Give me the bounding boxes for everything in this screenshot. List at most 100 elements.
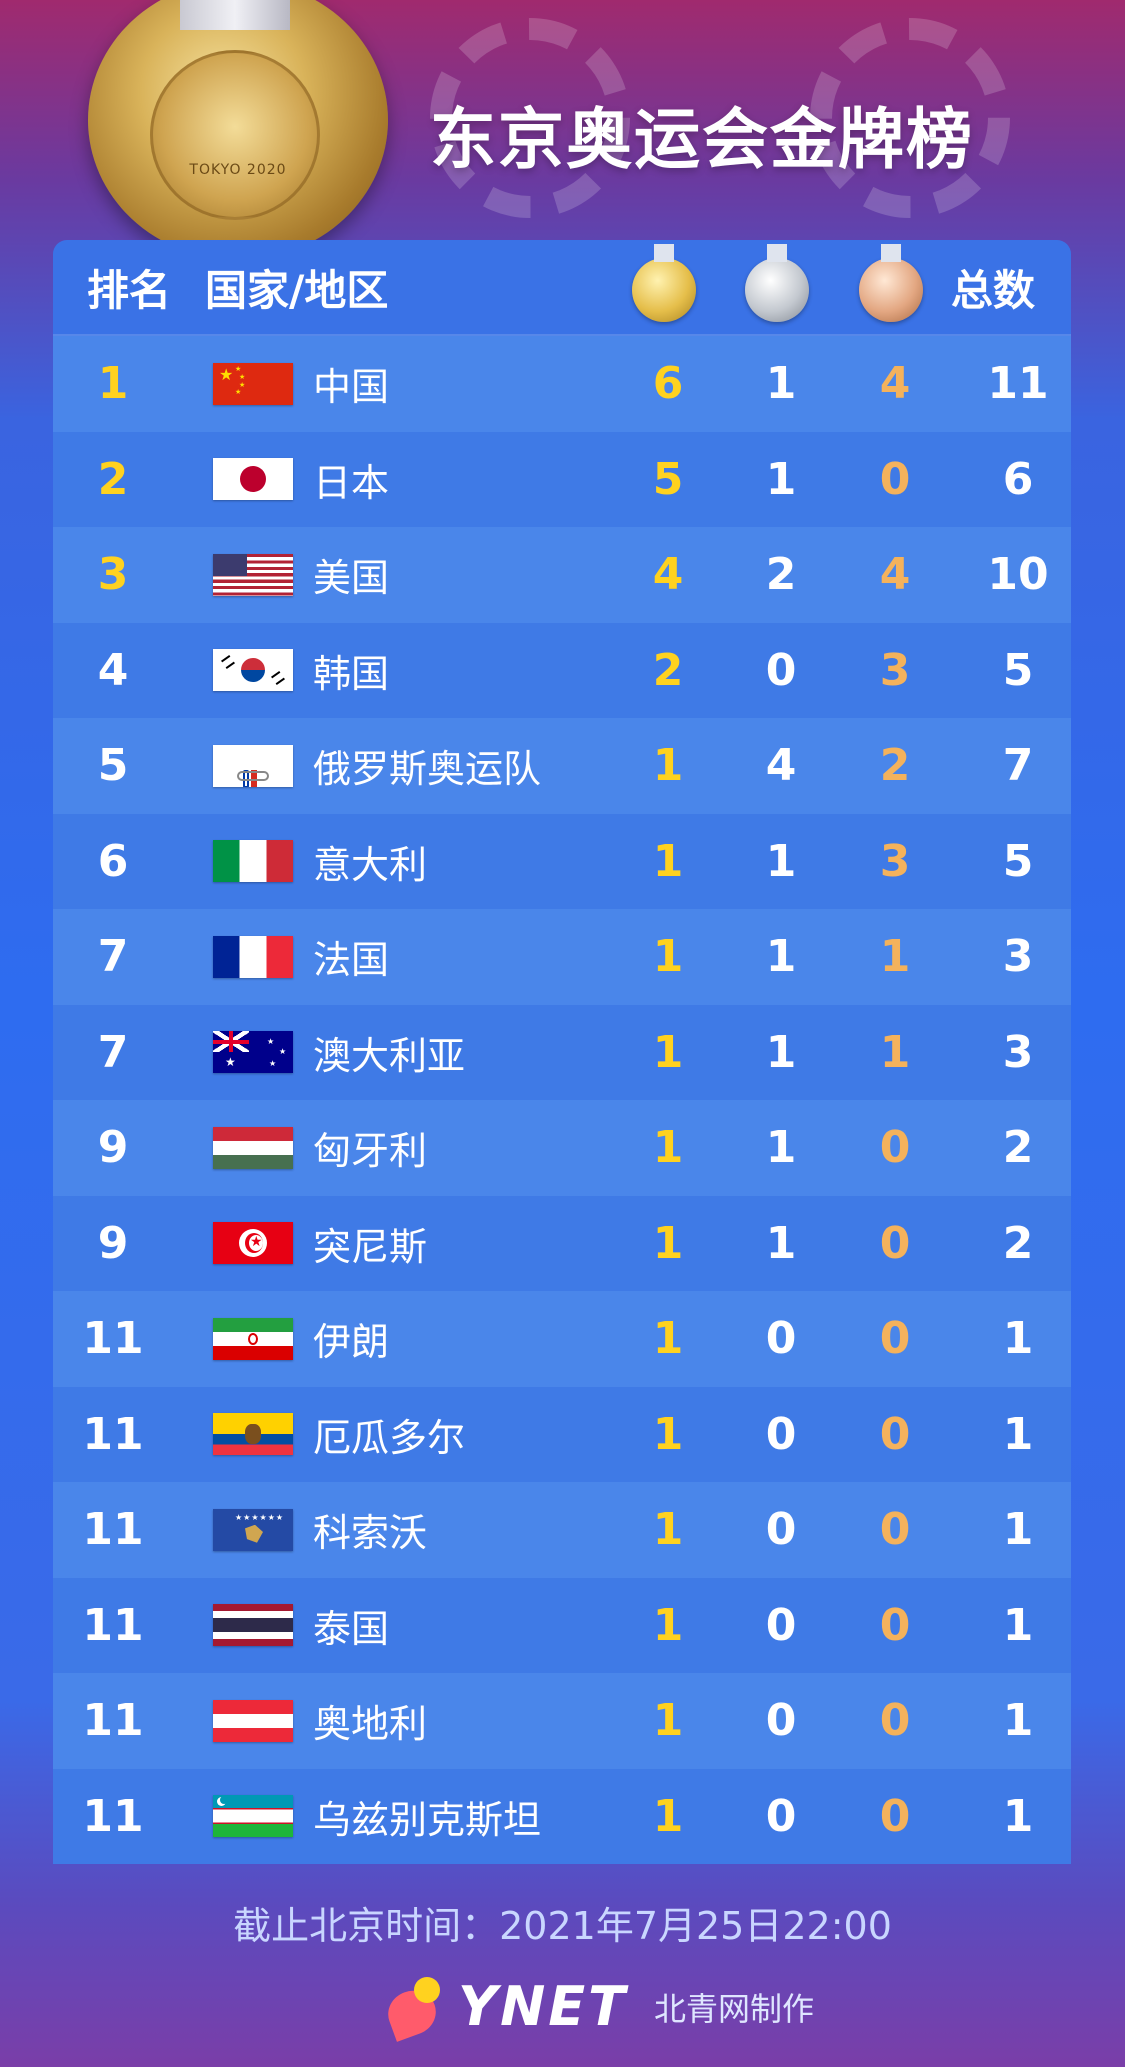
brand-subtitle: 北青网制作 xyxy=(654,1989,815,2028)
roc-flag-icon xyxy=(213,744,293,787)
thailand-flag-icon xyxy=(213,1604,293,1647)
gold-count: 1 xyxy=(652,740,684,792)
rank-cell: 3 xyxy=(97,549,129,601)
country-name: 俄罗斯奥运队 xyxy=(313,747,542,792)
gold-count: 5 xyxy=(652,453,684,505)
country-name: 伊朗 xyxy=(313,1320,390,1365)
bronze-count: 0 xyxy=(879,1790,911,1842)
silver-count: 1 xyxy=(765,931,797,983)
total-count: 1 xyxy=(1002,1504,1034,1556)
total-count: 5 xyxy=(1002,835,1034,887)
bronze-count: 3 xyxy=(879,835,911,887)
bird-logo-icon xyxy=(381,1976,444,2042)
country-name: 厄瓜多尔 xyxy=(313,1415,466,1460)
brand-logo: YNET 北青网制作 xyxy=(381,1975,815,2042)
silver-count: 0 xyxy=(765,644,797,696)
bronze-count: 0 xyxy=(879,453,911,505)
silver-count: 0 xyxy=(765,1313,797,1365)
header-total: 总数 xyxy=(951,265,1036,315)
table-row: 11 乌兹别克斯坦 1 0 0 1 xyxy=(53,1768,1071,1864)
gold-medal-icon xyxy=(632,244,696,322)
total-count: 6 xyxy=(1002,453,1034,505)
rank-cell: 5 xyxy=(97,740,129,792)
iran-flag-icon xyxy=(213,1317,293,1360)
brand-name: YNET xyxy=(458,1975,629,2038)
italy-flag-icon xyxy=(213,840,293,883)
usa-flag-icon xyxy=(213,553,293,596)
country-name: 突尼斯 xyxy=(313,1224,428,1269)
total-count: 5 xyxy=(1002,644,1034,696)
gold-count: 1 xyxy=(652,1122,684,1174)
bronze-count: 2 xyxy=(879,740,911,792)
silver-count: 0 xyxy=(765,1790,797,1842)
rank-cell: 11 xyxy=(82,1504,144,1556)
country-name: 科索沃 xyxy=(313,1511,428,1556)
silver-count: 0 xyxy=(765,1504,797,1556)
gold-count: 1 xyxy=(652,1504,684,1556)
rank-cell: 1 xyxy=(97,358,129,410)
table-row: 11 泰国 1 0 0 1 xyxy=(53,1577,1071,1673)
tunisia-flag-icon: ★ xyxy=(213,1222,293,1265)
bronze-count: 0 xyxy=(879,1599,911,1651)
table-row: 11 奥地利 1 0 0 1 xyxy=(53,1673,1071,1769)
australia-flag-icon: ★ ★ ★ ★ xyxy=(213,1031,293,1074)
total-count: 3 xyxy=(1002,931,1034,983)
silver-count: 0 xyxy=(765,1695,797,1747)
silver-count: 1 xyxy=(765,453,797,505)
total-count: 3 xyxy=(1002,1026,1034,1078)
rank-cell: 6 xyxy=(97,835,129,887)
total-count: 10 xyxy=(987,549,1049,601)
gold-medal-illustration: TOKYO 2020 xyxy=(88,0,388,260)
total-count: 2 xyxy=(1002,1217,1034,1269)
rank-cell: 4 xyxy=(97,644,129,696)
country-name: 乌兹别克斯坦 xyxy=(313,1797,542,1842)
kosovo-flag-icon: ★★★★★★ xyxy=(213,1508,293,1551)
table-header: 排名 国家/地区 总数 xyxy=(53,240,1071,336)
rank-cell: 7 xyxy=(97,1026,129,1078)
rank-cell: 9 xyxy=(97,1217,129,1269)
ecuador-flag-icon xyxy=(213,1413,293,1456)
medal-table: 排名 国家/地区 总数 1 ★ ★ ★ ★ ★ 中国 6 1 4 11 2 日本 5 1… xyxy=(53,240,1071,1864)
china-flag-icon: ★ ★ ★ ★ ★ xyxy=(213,362,293,405)
country-name: 匈牙利 xyxy=(313,1129,428,1174)
rank-cell: 2 xyxy=(97,453,129,505)
page-title: 东京奥运会金牌榜 xyxy=(430,101,974,178)
gold-count: 2 xyxy=(652,644,684,696)
silver-count: 2 xyxy=(765,549,797,601)
country-name: 日本 xyxy=(313,460,390,505)
table-row: 1 ★ ★ ★ ★ ★ 中国 6 1 4 11 xyxy=(53,336,1071,432)
gold-count: 4 xyxy=(652,549,684,601)
bronze-count: 0 xyxy=(879,1695,911,1747)
medal-engraving: TOKYO 2020 xyxy=(189,162,287,178)
silver-count: 1 xyxy=(765,358,797,410)
rank-cell: 9 xyxy=(97,1122,129,1174)
gold-count: 1 xyxy=(652,835,684,887)
gold-count: 1 xyxy=(652,931,684,983)
bronze-count: 0 xyxy=(879,1122,911,1174)
table-row: 4 韩国 2 0 3 5 xyxy=(53,622,1071,718)
medal-ribbon xyxy=(180,0,290,30)
total-count: 1 xyxy=(1002,1408,1034,1460)
medal-emblem xyxy=(150,50,320,220)
silver-count: 1 xyxy=(765,1026,797,1078)
silver-count: 0 xyxy=(765,1599,797,1651)
silver-count: 1 xyxy=(765,835,797,887)
table-row: 6 意大利 1 1 3 5 xyxy=(53,813,1071,909)
silver-count: 1 xyxy=(765,1122,797,1174)
silver-count: 4 xyxy=(765,740,797,792)
table-row: 11 厄瓜多尔 1 0 0 1 xyxy=(53,1386,1071,1482)
country-name: 法国 xyxy=(313,938,390,983)
uzbekistan-flag-icon xyxy=(213,1795,293,1838)
japan-flag-icon xyxy=(213,458,293,501)
bronze-count: 3 xyxy=(879,644,911,696)
bronze-count: 1 xyxy=(879,931,911,983)
bronze-count: 1 xyxy=(879,1026,911,1078)
gold-count: 1 xyxy=(652,1790,684,1842)
bronze-count: 4 xyxy=(879,549,911,601)
bronze-medal-icon xyxy=(859,244,923,322)
rank-cell: 11 xyxy=(82,1695,144,1747)
gold-count: 1 xyxy=(652,1313,684,1365)
total-count: 1 xyxy=(1002,1313,1034,1365)
bronze-count: 4 xyxy=(879,358,911,410)
silver-count: 0 xyxy=(765,1408,797,1460)
